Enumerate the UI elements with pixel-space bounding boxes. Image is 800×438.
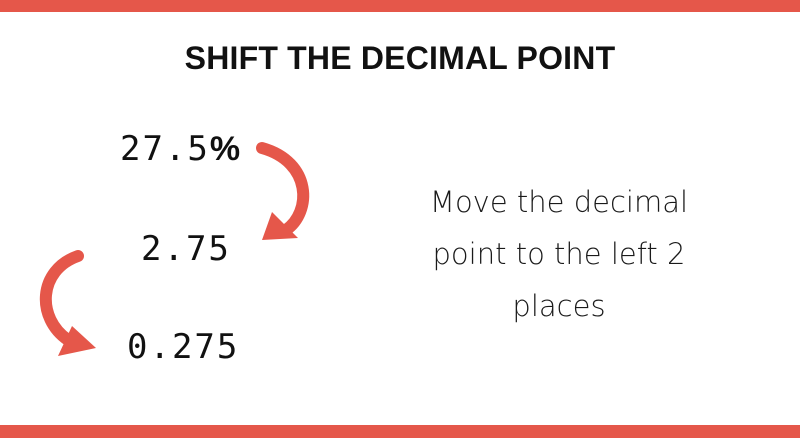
explanation-line: Move the decimal (429, 185, 689, 219)
explanation-text: Move the decimal point to the left 2 pla… (400, 176, 718, 332)
explanation-line: point to the left 2 (432, 237, 686, 271)
page-title: SHIFT THE DECIMAL POINT (184, 40, 616, 76)
step-one-shift-value: 2.75 (141, 229, 231, 269)
percent-sign: % (209, 130, 241, 168)
bottom-accent-bar (0, 425, 800, 438)
curved-arrow-down-right-icon (256, 142, 310, 240)
top-accent-bar (0, 0, 800, 12)
step-percent-value: 27.5% (120, 129, 240, 169)
curved-arrow-down-left-icon (39, 250, 96, 356)
percent-number: 27.5 (120, 129, 210, 169)
explanation-line: places (512, 289, 606, 323)
step-two-shift-value: 0.275 (127, 327, 240, 367)
